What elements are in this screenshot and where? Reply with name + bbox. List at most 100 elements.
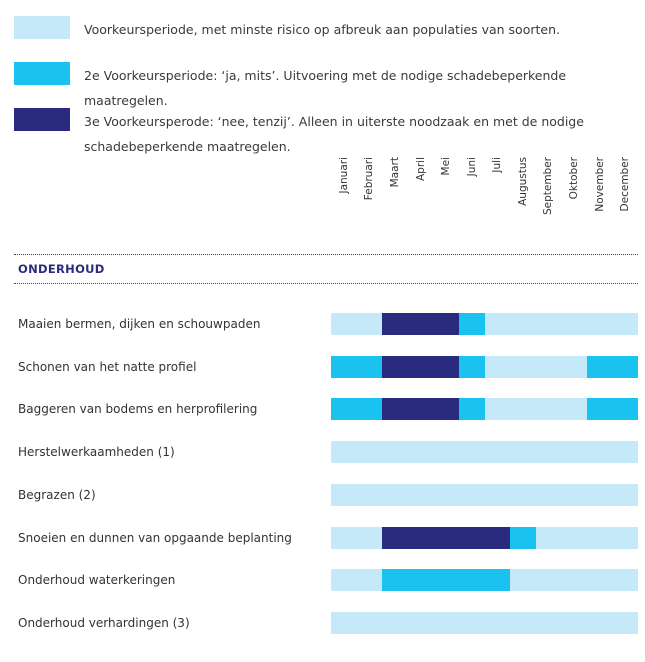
legend-swatch-dark [14, 108, 70, 131]
period-cell [561, 569, 587, 591]
period-cell [612, 313, 638, 335]
period-cell [382, 569, 408, 591]
period-cell [331, 313, 357, 335]
row-label: Onderhoud waterkeringen [18, 573, 176, 587]
period-cell [459, 612, 485, 634]
period-cell [357, 527, 382, 549]
period-cell [612, 527, 638, 549]
row-label: Snoeien en dunnen van opgaande beplantin… [18, 531, 292, 545]
divider-bottom [14, 283, 638, 284]
period-cell [536, 441, 561, 463]
month-label-april: April [414, 157, 427, 181]
period-cell [459, 398, 485, 420]
period-cell [485, 569, 510, 591]
period-cell [510, 441, 536, 463]
period-cell [510, 313, 536, 335]
period-cell [331, 569, 357, 591]
period-cell [536, 484, 561, 506]
period-cell [510, 612, 536, 634]
period-cell [459, 569, 485, 591]
period-cell [433, 612, 459, 634]
period-cell [382, 441, 408, 463]
period-cell [612, 612, 638, 634]
period-cell [459, 356, 485, 378]
row-label: Maaien bermen, dijken en schouwpaden [18, 317, 261, 331]
period-cell [485, 441, 510, 463]
period-cell [612, 484, 638, 506]
period-cell [459, 313, 485, 335]
period-cell [459, 527, 485, 549]
period-cell [536, 398, 561, 420]
month-label-maart: Maart [388, 157, 401, 188]
month-label-mei: Mei [440, 157, 453, 176]
row-label: Herstelwerkaamheden (1) [18, 445, 175, 459]
period-cell [612, 569, 638, 591]
period-cell [382, 612, 408, 634]
period-cell [382, 484, 408, 506]
period-cell [382, 356, 408, 378]
legend-text: Voorkeursperiode, met minste risico op a… [84, 22, 560, 37]
period-cell [433, 356, 459, 378]
period-cell [561, 313, 587, 335]
period-cell [485, 527, 510, 549]
period-cell [561, 527, 587, 549]
period-cell [587, 612, 612, 634]
period-cell [408, 527, 433, 549]
period-cell [587, 398, 612, 420]
period-cell [408, 612, 433, 634]
period-cell [536, 612, 561, 634]
period-cell [485, 313, 510, 335]
period-cell [331, 441, 357, 463]
month-label-juli: Juli [491, 157, 504, 173]
period-cell [587, 356, 612, 378]
period-cell [433, 441, 459, 463]
period-cell [433, 398, 459, 420]
section-title: ONDERHOUD [18, 262, 105, 276]
period-cell [408, 441, 433, 463]
period-cell [561, 441, 587, 463]
period-cell [357, 569, 382, 591]
month-label-oktober: Oktober [568, 157, 581, 200]
period-cell [536, 569, 561, 591]
period-cell [587, 527, 612, 549]
period-cell [485, 484, 510, 506]
divider-top [14, 254, 638, 255]
period-cell [382, 313, 408, 335]
period-cell [536, 313, 561, 335]
month-label-juni: Juni [465, 157, 478, 177]
legend-swatch-light [14, 16, 70, 39]
row-label: Baggeren van bodems en herprofilering [18, 402, 258, 416]
month-label-september: September [542, 157, 555, 216]
period-cell [331, 527, 357, 549]
period-cell [408, 313, 433, 335]
period-cell [408, 484, 433, 506]
legend-swatch-medium [14, 62, 70, 85]
month-label-november: November [593, 157, 606, 212]
period-cell [510, 484, 536, 506]
period-cell [587, 569, 612, 591]
legend-text: 2e Voorkeursperiode: ‘ja, mits’. Uitvoer… [84, 68, 567, 108]
period-cell [612, 398, 638, 420]
period-cell [587, 484, 612, 506]
period-cell [485, 612, 510, 634]
period-cell [536, 356, 561, 378]
period-cell [433, 313, 459, 335]
period-cell [408, 398, 433, 420]
period-cell [536, 527, 561, 549]
period-cell [357, 612, 382, 634]
period-cell [357, 398, 382, 420]
period-cell [433, 484, 459, 506]
period-cell [485, 398, 510, 420]
row-label: Begrazen (2) [18, 488, 96, 502]
period-cell [433, 527, 459, 549]
period-cell [408, 356, 433, 378]
period-cell [612, 441, 638, 463]
period-cell [510, 527, 536, 549]
month-label-december: December [619, 157, 632, 212]
period-cell [561, 356, 587, 378]
month-label-februari: Februari [363, 157, 376, 201]
period-cell [357, 441, 382, 463]
period-cell [612, 356, 638, 378]
period-cell [357, 484, 382, 506]
legend-text: 3e Voorkeursperode: ‘nee, tenzij’. Allee… [84, 114, 584, 154]
